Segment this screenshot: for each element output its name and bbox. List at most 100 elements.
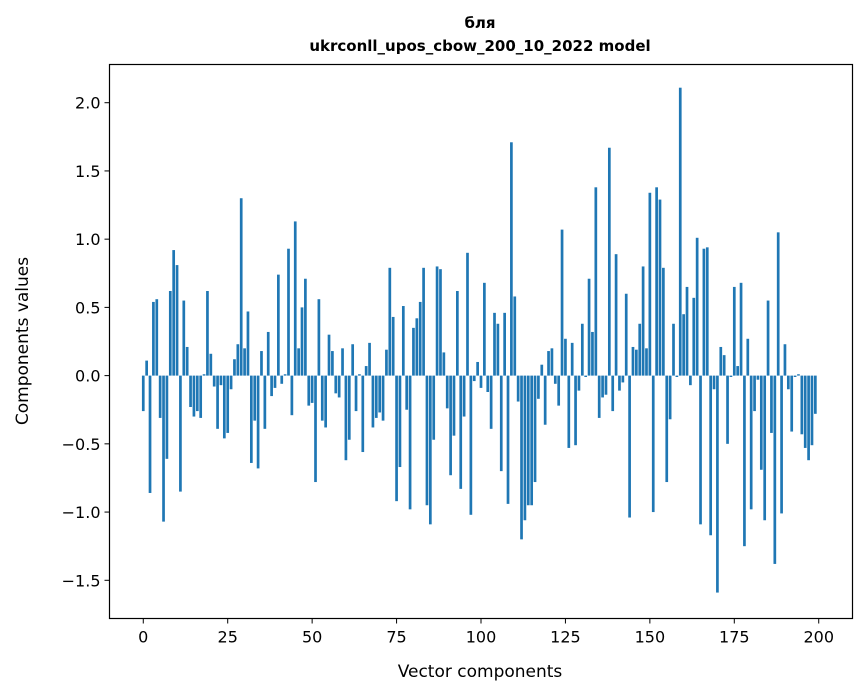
bar-component-98 [472,375,476,382]
bar-component-94 [459,375,463,489]
y-tick-label: 0.0 [75,367,100,386]
bar-component-44 [290,375,294,416]
bar-component-35 [260,351,263,376]
bar-component-0 [141,375,145,412]
bar-component-47 [300,307,304,376]
bar-component-22 [216,375,219,429]
bar-component-122 [553,375,557,384]
bar-component-1 [145,360,149,376]
bar-component-105 [496,323,500,376]
bar-component-162 [689,375,692,386]
bar-component-103 [489,375,493,429]
bar-component-6 [162,375,165,522]
bar-component-163 [692,297,696,376]
bar-component-117 [537,375,540,399]
bar-component-161 [685,286,689,376]
bar-component-92 [452,375,456,436]
x-tick-label: 200 [803,628,834,647]
bar-component-24 [222,375,226,439]
bar-component-158 [675,375,679,377]
bar-component-52 [317,299,321,376]
bar-component-149 [645,348,648,376]
bar-component-170 [716,375,719,593]
bar-component-66 [364,366,368,376]
bar-component-53 [320,375,324,421]
bar-component-125 [564,338,567,376]
bar-component-199 [813,375,817,414]
bar-component-67 [368,342,371,376]
bar-component-116 [533,375,537,483]
bar-component-65 [361,375,365,453]
bar-component-11 [179,375,182,492]
bar-component-124 [560,229,564,376]
bar-component-195 [800,375,804,435]
y-tick-label: −1.0 [62,503,101,522]
bar-component-166 [702,248,706,376]
bar-component-18 [202,374,206,376]
bar-component-171 [719,346,723,376]
bar-component-42 [283,374,287,376]
y-tick-label: 1.5 [75,162,100,181]
bar-component-109 [510,142,513,376]
bar-component-59 [341,348,344,376]
x-tick-label: 75 [386,628,406,647]
bar-component-172 [722,355,726,376]
bar-component-91 [449,375,452,476]
bar-component-152 [655,187,658,376]
bar-component-88 [439,269,442,376]
bar-component-111 [516,375,520,402]
bar-component-159 [678,87,682,376]
bar-component-63 [354,375,358,412]
bar-component-102 [486,375,490,392]
bar-component-177 [739,282,743,376]
bar-component-55 [327,334,331,376]
bar-component-84 [425,375,429,506]
bar-component-73 [388,267,392,376]
x-tick-label: 0 [138,628,148,647]
bar-component-157 [672,323,675,376]
bar-component-130 [580,323,584,376]
bar-component-147 [638,323,642,376]
bar-component-141 [618,375,621,391]
bar-component-96 [466,252,469,376]
bar-component-8 [168,291,172,376]
bar-component-45 [293,221,297,376]
bar-component-134 [594,187,598,376]
bars-group [141,87,817,593]
x-tick-label: 50 [302,628,322,647]
bar-component-68 [371,375,375,428]
bar-component-175 [732,286,736,376]
bar-component-138 [607,147,611,376]
y-axis-label: Components values [13,257,33,425]
bar-component-139 [611,375,615,412]
bar-component-123 [557,375,561,406]
bar-component-190 [783,344,787,376]
bar-component-179 [746,338,750,376]
bar-component-51 [314,375,317,483]
bar-component-108 [506,375,510,504]
bar-component-41 [280,375,284,384]
bar-component-37 [266,331,270,376]
bar-component-112 [520,375,523,540]
bar-component-31 [246,311,250,376]
bar-component-165 [699,375,702,525]
bar-component-101 [483,282,486,376]
bar-component-142 [621,375,625,383]
bar-component-71 [381,375,385,421]
bar-component-126 [567,375,571,448]
bar-component-69 [374,375,378,418]
bar-component-89 [442,352,446,376]
bar-component-72 [385,349,388,376]
bar-component-46 [297,348,300,376]
bar-component-5 [158,375,162,418]
bar-component-146 [635,349,638,376]
bar-component-83 [422,267,425,376]
bar-component-185 [766,300,770,376]
bar-component-32 [249,375,253,463]
bar-component-58 [337,375,341,398]
bar-component-54 [324,375,327,428]
x-tick-label: 175 [719,628,750,647]
bar-component-154 [662,267,665,376]
chart-title-line-1: бля [464,14,495,32]
